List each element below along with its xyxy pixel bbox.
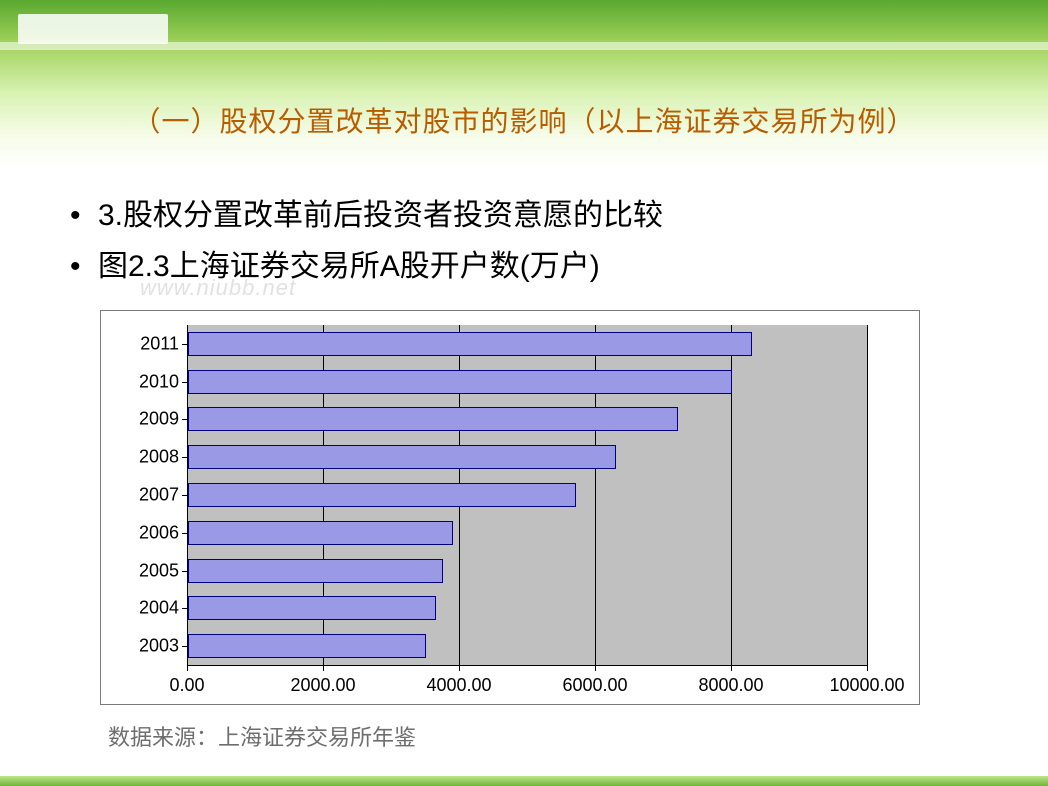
chart-y-tick [182, 382, 187, 383]
chart-y-tick [182, 344, 187, 345]
chart-gridline [867, 325, 868, 665]
chart-x-label: 8000.00 [698, 675, 763, 696]
bullet-dot-icon: • [70, 247, 98, 286]
chart-y-label: 2007 [119, 485, 179, 506]
chart-x-axis [187, 665, 867, 666]
chart-frame: 0.00 2000.00 4000.00 6000.00 8000.00 10000.00… [100, 310, 920, 705]
corner-block [18, 14, 168, 44]
chart-y-tick [182, 533, 187, 534]
chart-y-label: 2004 [119, 598, 179, 619]
chart-plot-area: 0.002000.004000.006000.008000.0010000.00… [115, 325, 885, 694]
chart-y-label: 2011 [119, 333, 179, 354]
chart-x-tick [867, 665, 868, 671]
slide-title: （一）股权分置改革对股市的影响（以上海证券交易所为例） [0, 100, 1048, 140]
chart-y-label: 2008 [119, 447, 179, 468]
chart-y-tick [182, 608, 187, 609]
bottom-gradient-strip [0, 776, 1048, 786]
chart-y-label: 2009 [119, 409, 179, 430]
bullet-dot-icon: • [70, 196, 98, 235]
chart-bar [188, 407, 678, 431]
chart-x-label: 0.00 [169, 675, 204, 696]
chart-y-tick [182, 419, 187, 420]
body-area: • 3.股权分置改革前后投资者投资意愿的比较 • 图2.3上海证券交易所A股开户… [70, 190, 990, 297]
bullet-text-2: 图2.3上海证券交易所A股开户数(万户) [98, 247, 600, 288]
chart-y-tick [182, 571, 187, 572]
chart-y-label: 2005 [119, 560, 179, 581]
chart-bar [188, 332, 752, 356]
chart-y-tick [182, 646, 187, 647]
bullet-line-2: • 图2.3上海证券交易所A股开户数(万户) [70, 247, 990, 288]
chart-y-tick [182, 457, 187, 458]
chart-bar [188, 634, 426, 658]
chart-y-label: 2010 [119, 371, 179, 392]
chart-bar [188, 521, 453, 545]
chart-x-label: 4000.00 [426, 675, 491, 696]
chart-x-label: 6000.00 [562, 675, 627, 696]
chart-y-label: 2003 [119, 636, 179, 657]
chart-bar [188, 596, 436, 620]
data-source-label: 数据来源：上海证券交易所年鉴 [108, 720, 416, 752]
chart-y-tick [182, 495, 187, 496]
chart-x-label: 10000.00 [829, 675, 904, 696]
bullet-text-1: 3.股权分置改革前后投资者投资意愿的比较 [98, 196, 663, 237]
bullet-line-1: • 3.股权分置改革前后投资者投资意愿的比较 [70, 196, 990, 237]
chart-bar [188, 559, 443, 583]
chart-bar [188, 483, 576, 507]
chart-y-label: 2006 [119, 522, 179, 543]
chart-bar [188, 370, 732, 394]
chart-bar [188, 445, 616, 469]
chart-x-label: 2000.00 [290, 675, 355, 696]
